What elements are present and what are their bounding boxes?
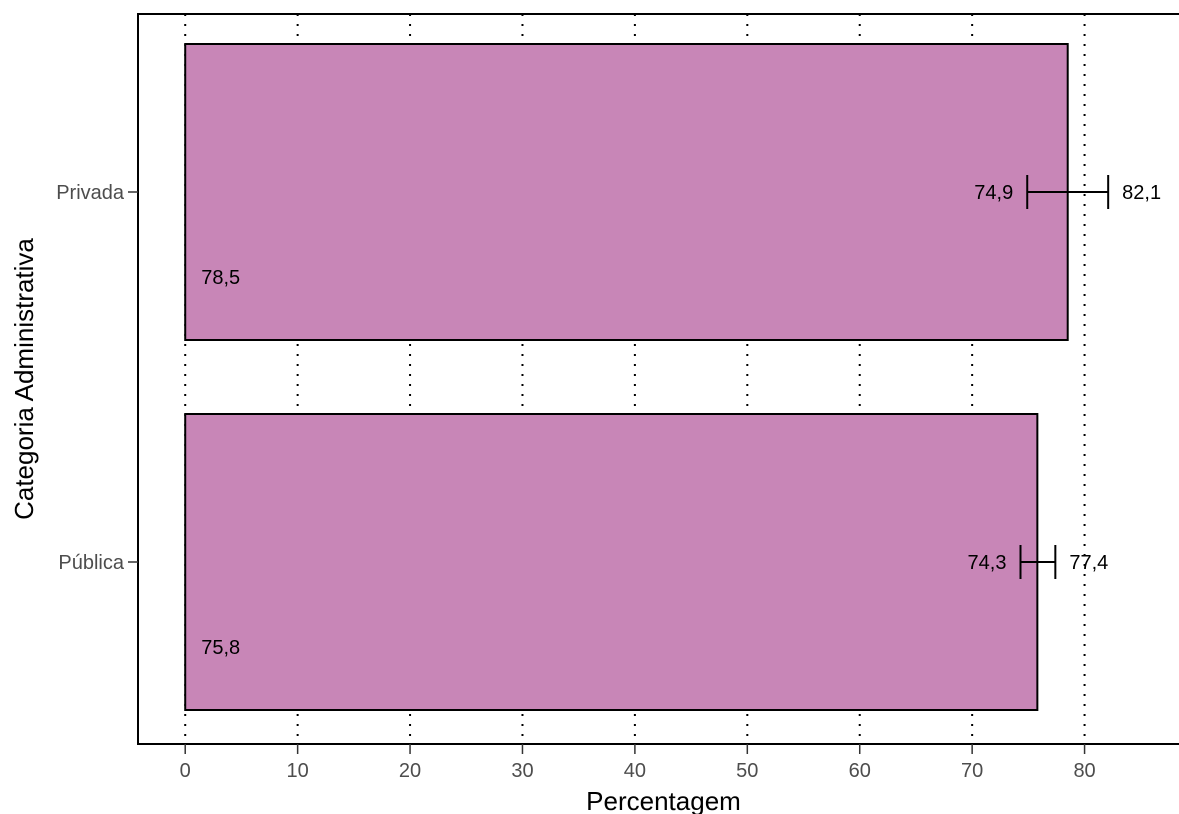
x-tick-label-50: 50: [736, 760, 758, 782]
bar-publica: [184, 413, 1039, 711]
x-axis-title: Percentagem: [586, 786, 741, 814]
plot-panel-border: [137, 13, 1179, 745]
bar-privada: [184, 43, 1069, 341]
ci-upper-label-privada: 82,1: [1122, 182, 1161, 204]
x-tick-label-80: 80: [1073, 760, 1095, 782]
y-axis: Pública Privada: [56, 182, 138, 574]
bars: [184, 43, 1069, 711]
x-tick-label-60: 60: [849, 760, 871, 782]
ci-upper-label-publica: 77,4: [1069, 552, 1108, 574]
x-tick-label-20: 20: [399, 760, 421, 782]
x-tick-label-30: 30: [511, 760, 533, 782]
value-label-privada: 78,5: [201, 267, 240, 289]
x-tick-label-40: 40: [624, 760, 646, 782]
value-label-publica: 75,8: [201, 637, 240, 659]
x-tick-label-10: 10: [287, 760, 309, 782]
x-tick-label-70: 70: [961, 760, 983, 782]
x-axis: 0 10 20 30 40 50 60 70 80: [180, 744, 1096, 782]
ci-lower-label-privada: 74,9: [974, 182, 1013, 204]
y-axis-title: Categoria Administrativa: [9, 238, 39, 520]
ci-lower-label-publica: 74,3: [968, 552, 1007, 574]
data-labels: 74,3 77,4 75,8 74,9 82,1 78,5: [201, 182, 1161, 659]
error-bars: [1019, 175, 1110, 579]
y-tick-label-privada: Privada: [56, 182, 125, 204]
x-tick-label-0: 0: [180, 760, 191, 782]
y-tick-label-publica: Pública: [58, 552, 124, 574]
